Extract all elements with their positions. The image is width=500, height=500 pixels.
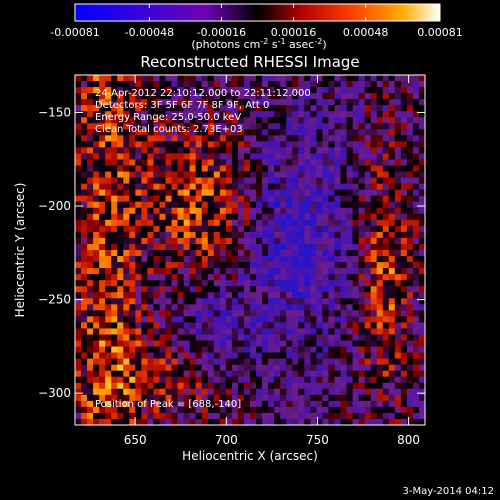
y-axis-label: Heliocentric Y (arcsec) — [13, 183, 27, 318]
chart-title: Reconstructed RHESSI Image — [140, 53, 359, 71]
annotation-time-range: 24-Apr-2012 22:10:12.000 to 22:11:12.000 — [95, 88, 311, 99]
creation-date-label: 3-May-2014 04:12 — [402, 486, 494, 497]
x-tick-label: 700 — [215, 433, 238, 447]
annotation-energy-range: Energy Range: 25.0-50.0 keV — [95, 112, 241, 123]
x-tick-label: 800 — [397, 433, 420, 447]
x-tick-label: 750 — [306, 433, 329, 447]
colorbar-tick-label: 0.00016 — [271, 26, 317, 39]
y-tick-label: −300 — [38, 386, 71, 400]
colorbar-tick-label: -0.00048 — [125, 26, 174, 39]
colorbar-tick-label: -0.00016 — [197, 26, 246, 39]
y-tick-label: −150 — [38, 105, 71, 119]
annotation-detectors: Detectors: 3F 5F 6F 7F 8F 9F, Att 0 — [95, 100, 269, 111]
heatmap-image — [75, 75, 425, 425]
colorbar-tick-label: 0.00048 — [343, 26, 389, 39]
x-tick-label: 650 — [124, 433, 147, 447]
x-axis-label: Heliocentric X (arcsec) — [182, 449, 318, 463]
annotation-block: 24-Apr-2012 22:10:12.000 to 22:11:12.000… — [95, 88, 311, 135]
colorbar-ticks: -0.00081 -0.00048 -0.00016 0.00016 0.00048 0.… — [50, 4, 463, 39]
axis-ticks: 650 700 750 800 −150 −200 −250 −300 — [38, 75, 425, 447]
peak-position-label: Position of Peak = [688,-140] — [95, 399, 241, 410]
colorbar-tick-label: 0.00081 — [417, 26, 463, 39]
plot-frame — [74, 74, 426, 426]
colorbar-unit-label: (photons cm-2 s-1 asec-2) — [191, 37, 326, 51]
colorbar-tick-label: -0.00081 — [50, 26, 99, 39]
annotation-total-counts: Clean Total counts: 2.73E+03 — [95, 124, 243, 135]
y-tick-label: −200 — [38, 199, 71, 213]
y-tick-label: −250 — [38, 293, 71, 307]
colorbar: -0.00081 -0.00048 -0.00016 0.00016 0.00048 0.… — [50, 3, 463, 51]
colorbar-gradient — [74, 3, 441, 22]
